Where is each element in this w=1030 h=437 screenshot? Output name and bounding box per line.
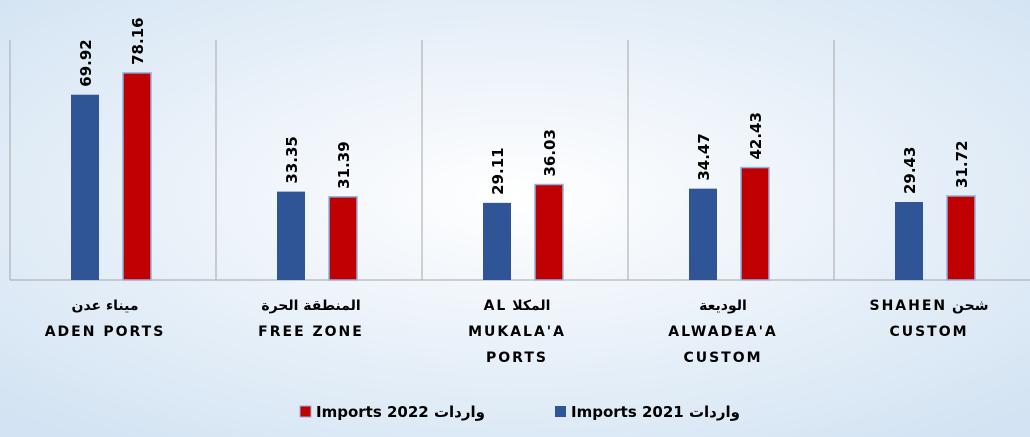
data-label: 29.11 <box>489 147 507 194</box>
bar <box>328 196 358 281</box>
data-label: 34.47 <box>695 133 713 180</box>
bar <box>740 166 770 281</box>
x-tick-label: MUKALA'A <box>468 324 566 340</box>
bar <box>534 183 564 281</box>
legend-label: واردات 2021 Imports <box>571 403 740 421</box>
x-tick-label: المكلا AL <box>484 298 551 314</box>
bar <box>277 191 305 280</box>
x-tick-label: الوديعة <box>699 298 747 314</box>
data-label: 31.72 <box>953 140 971 187</box>
data-label: 33.35 <box>283 136 301 183</box>
legend-swatch <box>299 405 312 418</box>
x-tick-label: شحن SHAHEN <box>870 298 989 314</box>
x-tick-label: PORTS <box>486 350 548 366</box>
x-tick-label: ميناء عدن <box>72 298 139 314</box>
bar <box>895 202 923 280</box>
bar <box>71 94 99 280</box>
x-tick-label: FREE ZONE <box>258 324 364 340</box>
data-label: 69.92 <box>77 39 95 86</box>
x-tick-label: المنطقة الحرة <box>261 298 360 314</box>
data-label: 42.43 <box>747 112 765 159</box>
legend-swatch <box>555 406 566 417</box>
legend-label: واردات 2022 Imports <box>316 403 485 421</box>
x-tick-label: CUSTOM <box>889 324 968 340</box>
data-label: 36.03 <box>541 129 559 176</box>
bar <box>483 202 511 280</box>
bar <box>689 188 717 280</box>
data-label: 29.43 <box>901 147 919 194</box>
x-tick-label: ADEN PORTS <box>45 324 166 340</box>
bar <box>946 195 976 281</box>
bar <box>122 72 152 281</box>
data-label: 31.39 <box>335 141 353 188</box>
x-tick-label: ALWADEA'A <box>668 324 777 340</box>
x-tick-label: CUSTOM <box>683 350 762 366</box>
data-label: 78.16 <box>129 17 147 64</box>
